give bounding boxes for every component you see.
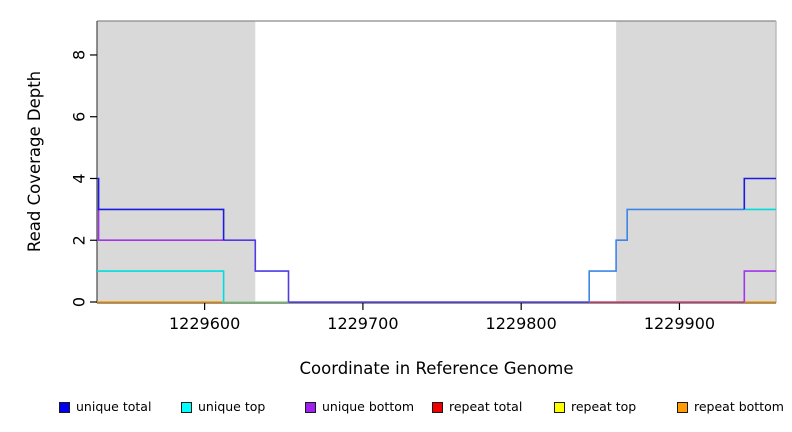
x-tick-label: 1229700 bbox=[327, 314, 398, 333]
legend-item-unique-total: unique total bbox=[59, 399, 151, 415]
legend-item-repeat-bottom: repeat bottom bbox=[677, 399, 784, 415]
x-tick-label: 1229600 bbox=[169, 314, 240, 333]
series-line-azure-blend-right bbox=[588, 208, 745, 302]
legend-item-repeat-top: repeat top bbox=[554, 399, 636, 415]
x-tick-label: 1229900 bbox=[644, 314, 715, 333]
legend-swatch-icon bbox=[181, 401, 192, 413]
y-tick-label: 4 bbox=[70, 173, 89, 183]
y-tick-label: 8 bbox=[70, 50, 89, 60]
shaded-region bbox=[97, 21, 256, 303]
legend-label: unique total bbox=[76, 399, 152, 414]
legend-item-unique-top: unique top bbox=[181, 399, 265, 415]
legend: unique total unique top unique bottom repea… bbox=[0, 396, 792, 424]
y-tick-label: 6 bbox=[70, 112, 89, 122]
series-line-blue-left bbox=[97, 177, 225, 241]
series-line-purple-right bbox=[743, 270, 776, 302]
legend-swatch-icon bbox=[432, 401, 443, 413]
shaded-region bbox=[616, 21, 776, 303]
x-axis-title: Coordinate in Reference Genome bbox=[299, 359, 573, 378]
legend-swatch-icon bbox=[305, 401, 316, 413]
y-tick-label: 0 bbox=[70, 297, 89, 307]
legend-label: unique top bbox=[198, 399, 266, 414]
series-line-violet-blend-left bbox=[223, 239, 290, 302]
series-line-blue-right bbox=[743, 177, 776, 210]
legend-item-repeat-total: repeat total bbox=[432, 399, 522, 415]
plot-area: 1229600 1229700 1229800 1229900 0 2 4 6 8 Coordin… bbox=[25, 20, 777, 378]
legend-swatch-icon bbox=[677, 401, 688, 413]
y-axis-title: Read Coverage Depth bbox=[25, 71, 44, 252]
legend-label: repeat bottom bbox=[694, 399, 784, 414]
y-tick-label: 2 bbox=[70, 235, 89, 245]
legend-label: repeat total bbox=[449, 399, 523, 414]
legend-item-unique-bottom: unique bottom bbox=[305, 399, 414, 415]
series-line-cyan-left bbox=[97, 270, 225, 302]
legend-swatch-icon bbox=[59, 401, 70, 413]
x-tick-label: 1229800 bbox=[486, 314, 557, 333]
legend-label: unique bottom bbox=[322, 399, 415, 414]
legend-swatch-icon bbox=[554, 401, 565, 413]
legend-label: repeat top bbox=[571, 399, 637, 414]
